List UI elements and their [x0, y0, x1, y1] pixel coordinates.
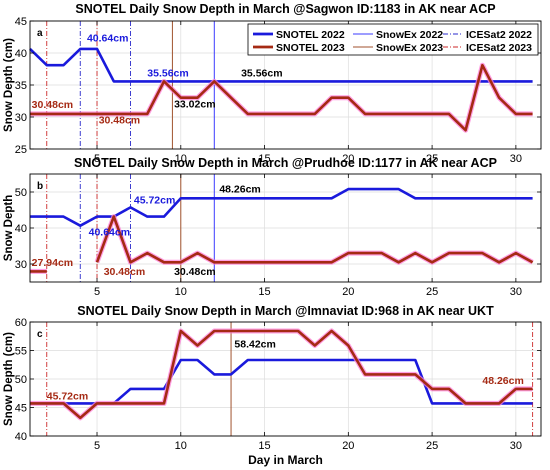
x-tick-label: 10 — [175, 440, 187, 452]
value-annotation: 58.42cm — [234, 339, 275, 351]
y-tick-label: 40 — [15, 48, 27, 60]
legend-label: SNOTEL 2023 — [276, 42, 345, 54]
x-tick-label: 15 — [258, 286, 270, 298]
legend-box — [247, 23, 539, 56]
value-annotation: 35.56cm — [241, 68, 282, 80]
y-axis-label: Snow Depth (cm) — [3, 332, 15, 426]
series-halo — [30, 328, 533, 421]
legend-label: ICESat2 2023 — [466, 42, 532, 54]
panel-title: SNOTEL Daily Snow Depth in March @Prudho… — [74, 156, 497, 170]
x-tick-label: 20 — [342, 286, 354, 298]
y-tick-label: 50 — [15, 374, 27, 386]
y-axis-label: Snow Depth — [3, 195, 15, 261]
x-tick-label: 15 — [258, 440, 270, 452]
panel-letter: b — [37, 181, 43, 192]
legend: SNOTEL 2022 SnowEx 2022 ICESat2 2022 SNOTEL… — [247, 23, 539, 56]
x-tick-label: 30 — [510, 286, 522, 298]
x-tick-label: 5 — [94, 440, 100, 452]
legend-label: SnowEx 2023 — [376, 42, 443, 54]
y-tick-label: 45 — [15, 403, 27, 415]
x-tick-label: 5 — [94, 286, 100, 298]
panel-b: SNOTEL Daily Snow Depth in March @Prudho… — [3, 156, 542, 298]
series-line-snotel-2022 — [29, 47, 533, 83]
x-tick-label: 25 — [426, 440, 438, 452]
x-tick-label: 20 — [342, 153, 354, 165]
panel-c: SNOTEL Daily Snow Depth in March @Imnavi… — [3, 304, 542, 467]
y-tick-label: 25 — [15, 144, 27, 156]
value-annotation: 30.48cm — [104, 266, 145, 278]
x-tick-label: 30 — [510, 440, 522, 452]
value-annotation: 48.26cm — [219, 184, 260, 196]
y-tick-label: 40 — [15, 223, 27, 235]
panel-title: SNOTEL Daily Snow Depth in March @Imnavi… — [77, 304, 494, 318]
y-tick-label: 40 — [15, 431, 27, 443]
series-line-snotel-2023 — [30, 329, 533, 420]
y-tick-label: 55 — [15, 346, 27, 358]
x-tick-label: 25 — [426, 286, 438, 298]
value-annotation: 30.48cm — [174, 266, 215, 278]
y-tick-label: 35 — [15, 80, 27, 92]
panel-title: SNOTEL Daily Snow Depth in March @Sagwon… — [75, 2, 495, 16]
panel-a: SNOTEL Daily Snow Depth in March @Sagwon… — [3, 2, 542, 165]
legend-label: SnowEx 2022 — [376, 29, 443, 41]
x-tick-label: 20 — [342, 440, 354, 452]
value-annotation: 35.56cm — [147, 68, 188, 80]
series-halo — [94, 214, 534, 265]
x-tick-label: 10 — [175, 153, 187, 165]
x-axis-label: Day in March — [248, 453, 323, 467]
value-annotation: 40.64cm — [87, 32, 128, 44]
value-annotation: 45.72cm — [134, 195, 175, 207]
value-annotation: 45.72cm — [47, 391, 88, 403]
y-tick-label: 45 — [15, 16, 27, 28]
value-annotation: 30.48cm — [32, 99, 73, 111]
x-tick-label: 30 — [510, 153, 522, 165]
y-tick-label: 50 — [15, 187, 27, 199]
value-annotation: 30.48cm — [99, 114, 140, 126]
series-line-snotel-2023 — [95, 215, 534, 264]
series-line-snotel-2022 — [30, 187, 533, 227]
value-annotation: 40.64cm — [89, 227, 130, 239]
panel-letter: a — [37, 28, 43, 39]
x-tick-label: 5 — [94, 153, 100, 165]
y-tick-label: 30 — [15, 259, 27, 271]
series-line-snotel-2023 — [30, 63, 533, 132]
x-tick-label: 15 — [258, 153, 270, 165]
value-annotation: 48.26cm — [482, 375, 523, 387]
x-tick-label: 10 — [175, 286, 187, 298]
y-tick-label: 60 — [15, 317, 27, 329]
value-annotation: 33.02cm — [174, 98, 215, 110]
legend-label: ICESat2 2022 — [466, 29, 532, 41]
y-tick-label: 30 — [15, 112, 27, 124]
value-annotation: 27.94cm — [32, 257, 73, 269]
x-tick-label: 25 — [426, 153, 438, 165]
y-axis-label: Snow Depth (cm) — [3, 38, 15, 132]
panel-letter: c — [37, 329, 43, 340]
legend-label: SNOTEL 2022 — [276, 29, 345, 41]
